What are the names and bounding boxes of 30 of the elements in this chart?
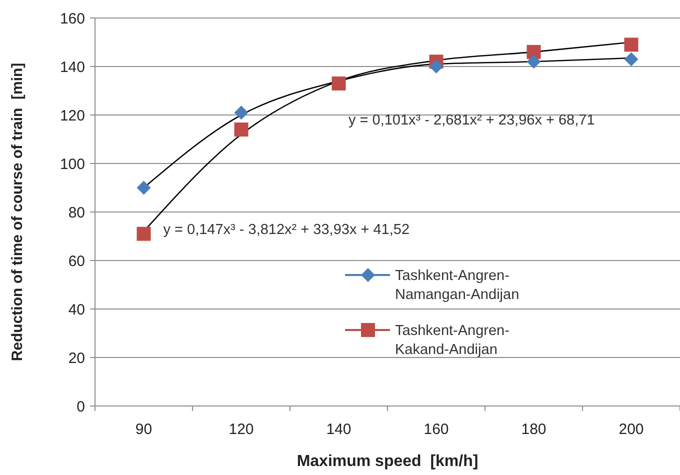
y-tick-label: 140 <box>60 58 85 76</box>
y-tick-label: 40 <box>68 301 85 318</box>
point <box>624 38 638 52</box>
annotation: y = 0,101x³ - 2,681x² + 23,96x + 68,71 <box>348 112 595 129</box>
point <box>526 54 541 69</box>
point <box>429 60 444 74</box>
point <box>136 226 151 241</box>
annotation: y = 0,147x³ - 3,812x² + 33,93x + 41,52 <box>163 222 410 238</box>
point <box>136 180 151 195</box>
y-axis-title: Reduction of time of course of train [min] <box>9 62 26 362</box>
point <box>234 106 248 120</box>
x-tick-label: 90 <box>135 421 152 438</box>
legend-label: Tashkent-Angren-Kakand-Andijan <box>395 323 510 358</box>
x-tick-label: 200 <box>618 421 644 438</box>
y-tick-label: 120 <box>60 107 85 124</box>
x-tick-label: 140 <box>326 421 352 438</box>
y-tick-label: 0 <box>76 398 85 416</box>
x-tick-label: 120 <box>228 421 254 438</box>
y-tick-label: 160 <box>60 10 85 28</box>
y-tick-label: 80 <box>68 204 85 222</box>
y-tick-label: 100 <box>60 156 85 173</box>
y-tick-label: 20 <box>68 350 85 367</box>
point <box>332 76 346 90</box>
y-tick-label: 60 <box>68 252 85 270</box>
x-tick-label: 160 <box>424 421 449 438</box>
point <box>624 52 638 66</box>
legend-label: Tashkent-Angren-Namangan-Andijan <box>395 268 520 303</box>
point <box>234 122 248 137</box>
x-axis-title: Maximum speed [km/h] <box>296 453 478 470</box>
x-tick-label: 180 <box>521 421 546 438</box>
